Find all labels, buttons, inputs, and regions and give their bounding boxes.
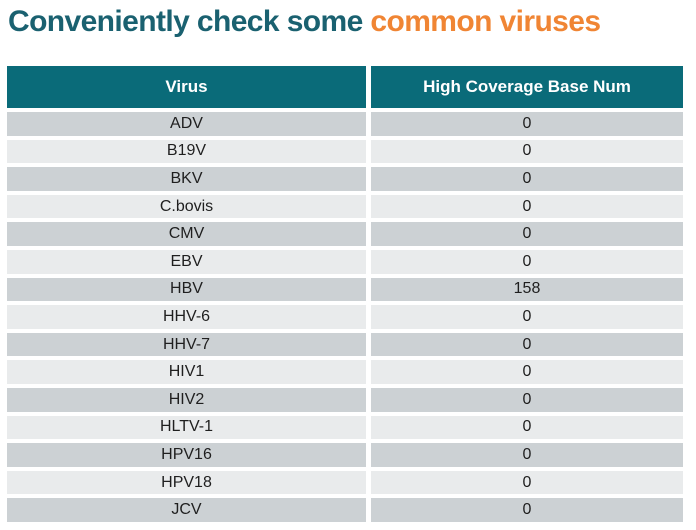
title-part-highlight: common viruses: [370, 5, 601, 38]
table-row: HLTV-1 0: [7, 415, 683, 440]
virus-name-cell: HPV18: [7, 470, 366, 495]
table-row: HPV16 0: [7, 443, 683, 467]
virus-name-cell: HIV2: [7, 387, 366, 412]
virus-name-cell: B19V: [7, 139, 366, 164]
table-row: HPV18 0: [7, 470, 683, 495]
high-coverage-value-cell: 0: [371, 387, 683, 412]
high-coverage-value-cell: 0: [371, 249, 683, 274]
virus-name-cell: HLTV-1: [7, 415, 366, 440]
virus-name-cell: CMV: [7, 222, 366, 246]
virus-name-cell: HBV: [7, 277, 366, 302]
high-coverage-value-cell: 0: [371, 470, 683, 495]
table-row: CMV 0: [7, 222, 683, 246]
high-coverage-value-cell: 0: [371, 498, 683, 522]
virus-name-cell: EBV: [7, 249, 366, 274]
column-header-high-coverage-base-num: High Coverage Base Num: [371, 66, 683, 108]
high-coverage-value-cell: 0: [371, 360, 683, 384]
high-coverage-value-cell: 0: [371, 222, 683, 246]
high-coverage-value-cell: 0: [371, 305, 683, 329]
virus-name-cell: HHV-6: [7, 305, 366, 329]
virus-name-cell: ADV: [7, 112, 366, 136]
virus-coverage-table: Virus High Coverage Base Num ADV 0 B19V 0 BK…: [7, 66, 683, 522]
virus-name-cell: BKV: [7, 167, 366, 191]
high-coverage-value-cell: 0: [371, 332, 683, 357]
table-row: EBV 0: [7, 249, 683, 274]
virus-name-cell: HPV16: [7, 443, 366, 467]
high-coverage-value-cell: 0: [371, 194, 683, 219]
table-row: JCV 0: [7, 498, 683, 522]
table-row: HBV 158: [7, 277, 683, 302]
table-row: HIV1 0: [7, 360, 683, 384]
table-row: HHV-7 0: [7, 332, 683, 357]
virus-name-cell: C.bovis: [7, 194, 366, 219]
high-coverage-value-cell: 0: [371, 139, 683, 164]
table-row: C.bovis 0: [7, 194, 683, 219]
virus-name-cell: HHV-7: [7, 332, 366, 357]
title-part-primary: Conveniently check some: [8, 5, 371, 38]
table-header-row: Virus High Coverage Base Num: [7, 66, 683, 108]
virus-name-cell: JCV: [7, 498, 366, 522]
column-header-virus: Virus: [7, 66, 366, 108]
high-coverage-value-cell: 158: [371, 277, 683, 302]
virus-name-cell: HIV1: [7, 360, 366, 384]
table-body: ADV 0 B19V 0 BKV 0 C.bovis 0 CMV 0 EBV 0 HBV 158 HHV-6…: [7, 112, 683, 522]
high-coverage-value-cell: 0: [371, 443, 683, 467]
table-row: HHV-6 0: [7, 305, 683, 329]
table-row: BKV 0: [7, 167, 683, 191]
table-row: ADV 0: [7, 112, 683, 136]
high-coverage-value-cell: 0: [371, 167, 683, 191]
high-coverage-value-cell: 0: [371, 112, 683, 136]
page-title: Conveniently check some common viruses: [8, 0, 601, 44]
table-row: HIV2 0: [7, 387, 683, 412]
high-coverage-value-cell: 0: [371, 415, 683, 440]
table-row: B19V 0: [7, 139, 683, 164]
